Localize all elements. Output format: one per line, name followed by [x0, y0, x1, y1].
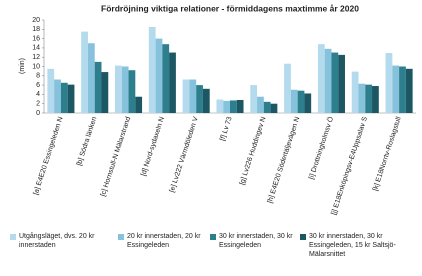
bar: [399, 66, 406, 113]
bar: [94, 61, 102, 113]
bar: [358, 83, 366, 113]
legend-label: 30 kr innerstaden, 30 kr Essingeleden, 1…: [309, 233, 396, 258]
x-tick-label: [f] Lv 73: [219, 116, 233, 142]
y-tick-label: 16: [32, 35, 40, 42]
bar: [60, 82, 68, 113]
y-tick-label: 6: [36, 82, 40, 89]
chart-title: Fördröjning viktiga relationer - förmidd…: [101, 3, 359, 13]
x-tick-label: [a] E4E20 Essingeleden N: [33, 116, 65, 196]
bar: [351, 71, 359, 113]
bar: [155, 38, 163, 113]
bar: [148, 26, 156, 114]
legend-label: Utgångsläget, dvs. 20 kr innerstaden: [19, 233, 95, 249]
y-tick-label: 0: [36, 110, 40, 117]
bar: [81, 31, 88, 113]
x-tick-label: [k] E18Norrtv-Roslagstull: [372, 116, 403, 192]
bar: [135, 96, 143, 113]
bar: [230, 100, 237, 113]
y-tick-label: 4: [36, 91, 40, 98]
y-tick-label: 20: [32, 17, 40, 24]
x-tick-label: [d] Nord-sydaxeln N: [140, 116, 166, 177]
y-axis-label: (min): [19, 58, 26, 74]
bar: [47, 68, 55, 113]
legend-swatch: [300, 234, 306, 240]
bar: [324, 48, 332, 113]
bar: [196, 85, 203, 113]
legend-swatch: [118, 234, 124, 240]
bar: [297, 90, 305, 113]
legend-label: 20 kr innerstaden, 20 kr Essingeleden: [127, 233, 201, 249]
bar: [405, 68, 413, 113]
bar: [365, 84, 373, 113]
bar: [169, 52, 176, 113]
bar: [372, 86, 379, 113]
legend-swatch: [210, 234, 216, 240]
x-tick-label: [g] Lv226 Huddingev N: [239, 116, 268, 186]
bar: [54, 79, 61, 113]
y-tick-label: 8: [36, 73, 40, 80]
y-tick-label: 12: [32, 54, 40, 61]
x-tick-label: [j] E18Enköpingsv-E4Uppsalav S: [331, 116, 370, 216]
bar: [284, 63, 291, 113]
x-tick-label: [i] Drottningholmsv Ö: [307, 115, 335, 180]
bar: [304, 93, 312, 113]
bar: [101, 72, 109, 113]
bar: [128, 70, 136, 113]
bar: [338, 54, 345, 113]
bar: [263, 101, 271, 113]
bar: [189, 79, 197, 113]
bar: [223, 100, 230, 113]
bar: [121, 66, 129, 113]
x-tick-label: [h] E4E20 Södertäljevägen N: [267, 116, 302, 204]
bar: [257, 96, 264, 113]
y-tick-label: 18: [32, 26, 40, 33]
y-tick-label: 14: [32, 45, 40, 52]
bar: [250, 85, 258, 113]
legend-label: 30 kr innerstaden, 30 kr Essingeleden: [219, 233, 293, 249]
legend-swatch: [10, 234, 16, 240]
bar: [162, 44, 170, 113]
bar: [202, 88, 210, 113]
y-tick-label: 10: [32, 63, 40, 70]
bar: [392, 65, 400, 113]
x-tick-label: [e] Lv222 Värmdöleden V: [169, 116, 200, 194]
bar: [67, 84, 75, 113]
bar: [182, 79, 190, 113]
bar: [331, 52, 339, 113]
x-tick-label: [b] Södra länken: [76, 116, 98, 167]
bar: [115, 65, 122, 113]
bar: [270, 103, 278, 113]
bar: [216, 99, 224, 113]
y-tick-label: 2: [36, 101, 40, 108]
x-tick-label: [c] Hornstull-N Mälarstrand: [100, 116, 132, 197]
bar: [236, 99, 244, 113]
bar: [87, 43, 95, 113]
bar: [385, 53, 393, 113]
bar: [317, 44, 325, 113]
bar: [290, 89, 298, 113]
